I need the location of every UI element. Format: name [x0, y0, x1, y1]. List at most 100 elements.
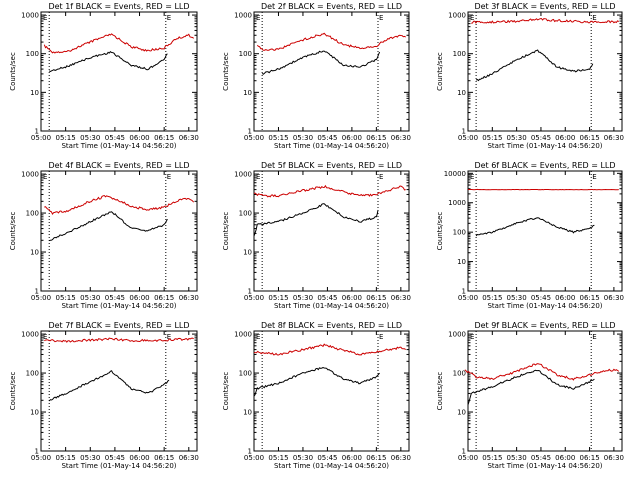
y-tick-label: 1: [248, 128, 252, 136]
x-tick-label: 06:30: [604, 134, 624, 142]
x-tick-label: 06:15: [366, 294, 386, 302]
x-tick-label: 05:00: [31, 294, 51, 302]
plot-frame: [253, 170, 410, 292]
y-tick-label: 1: [248, 448, 252, 456]
y-axis-label: Counts/sec: [436, 372, 444, 411]
x-tick-label: 06:30: [391, 294, 411, 302]
x-tick-label: 05:30: [80, 454, 100, 462]
x-tick-label: 05:15: [56, 294, 76, 302]
x-tick-label: 06:15: [579, 134, 599, 142]
y-tick-label: 1000: [234, 331, 252, 339]
corner-label: E: [43, 173, 47, 181]
x-tick-label: 06:00: [129, 454, 149, 462]
y-tick-label: 1000: [234, 171, 252, 179]
corner-label: E: [43, 14, 47, 22]
corner-label: E: [379, 173, 383, 181]
corner-label: E: [256, 173, 260, 181]
y-tick-label: 100: [26, 370, 39, 378]
panel-title: Det 2f BLACK = Events, RED = LLD: [261, 2, 402, 11]
y-tick-label: 100: [239, 370, 252, 378]
y-tick-label: 10: [30, 409, 39, 417]
corner-label: E: [470, 173, 474, 181]
corner-label: E: [592, 173, 596, 181]
x-tick-label: 06:00: [342, 454, 362, 462]
x-tick-label: 05:00: [31, 134, 51, 142]
y-tick-label: 1: [462, 448, 466, 456]
x-tick-label: 05:45: [317, 134, 337, 142]
x-tick-label: 06:30: [179, 134, 199, 142]
events-series-line: [48, 370, 170, 402]
x-tick-label: 06:15: [154, 134, 174, 142]
y-tick-label: 100: [239, 50, 252, 58]
corner-label: E: [43, 333, 47, 341]
y-tick-label: 1: [35, 288, 39, 296]
y-tick-label: 10: [457, 89, 466, 97]
x-tick-label: 05:00: [458, 134, 478, 142]
events-series-line: [475, 217, 595, 237]
x-axis-label: Start Time (01-May-14 04:56:20): [487, 462, 602, 470]
events-series-line: [261, 50, 381, 75]
x-axis-label: Start Time (01-May-14 04:56:20): [274, 302, 389, 310]
y-tick-label: 1000: [448, 12, 466, 20]
y-axis-label: Counts/sec: [436, 52, 444, 91]
corner-label: E: [379, 333, 383, 341]
events-series-line: [253, 366, 380, 397]
x-tick-label: 05:45: [317, 454, 337, 462]
x-tick-label: 06:15: [366, 134, 386, 142]
plot-frame: [467, 170, 623, 292]
x-tick-label: 05:00: [458, 294, 478, 302]
x-tick-label: 06:30: [604, 454, 624, 462]
y-tick-label: 1: [462, 288, 466, 296]
x-tick-label: 05:30: [293, 454, 313, 462]
x-axis-label: Start Time (01-May-14 04:56:20): [61, 302, 176, 310]
x-tick-label: 06:00: [129, 294, 149, 302]
plot-frame: [253, 11, 410, 132]
y-axis-label: Counts/sec: [9, 52, 17, 91]
lld-series-line: [253, 184, 406, 198]
y-tick-label: 100: [453, 370, 466, 378]
y-tick-label: 1000: [448, 331, 466, 339]
events-series-line: [467, 369, 595, 405]
y-tick-label: 1: [35, 128, 39, 136]
x-tick-label: 06:00: [129, 134, 149, 142]
x-tick-label: 05:30: [293, 134, 313, 142]
x-tick-label: 05:15: [482, 454, 502, 462]
corner-label: E: [167, 14, 171, 22]
lld-series-line: [471, 17, 620, 24]
panel-title: Det 1f BLACK = Events, RED = LLD: [48, 2, 189, 11]
lld-series-line: [256, 32, 406, 51]
y-tick-label: 10: [30, 249, 39, 257]
x-tick-label: 05:00: [31, 454, 51, 462]
y-tick-label: 1000: [448, 199, 466, 207]
x-tick-label: 05:30: [507, 454, 527, 462]
y-tick-label: 100: [453, 229, 466, 237]
corner-label: E: [379, 14, 383, 22]
panel-title: Det 7f BLACK = Events, RED = LLD: [48, 321, 189, 330]
x-axis-label: Start Time (01-May-14 04:56:20): [487, 302, 602, 310]
lld-series-line: [253, 343, 406, 356]
x-tick-label: 06:15: [579, 294, 599, 302]
y-axis-label: Counts/sec: [436, 212, 444, 251]
plot-frame: [40, 170, 198, 292]
y-axis-label: Counts/sec: [222, 52, 230, 91]
y-tick-label: 1000: [21, 171, 39, 179]
x-tick-label: 06:00: [555, 294, 575, 302]
y-tick-label: 10: [243, 249, 252, 257]
x-tick-label: 05:15: [56, 134, 76, 142]
x-tick-label: 05:00: [458, 454, 478, 462]
corner-label: E: [167, 333, 171, 341]
x-tick-label: 05:00: [244, 134, 264, 142]
corner-label: E: [592, 14, 596, 22]
x-tick-label: 05:15: [482, 294, 502, 302]
y-tick-label: 10: [457, 409, 466, 417]
y-tick-label: 100: [453, 50, 466, 58]
plot-frame: [40, 11, 198, 132]
lld-series-line: [44, 337, 194, 343]
lld-series-line: [464, 363, 620, 381]
lld-series-line: [43, 33, 194, 54]
x-tick-label: 05:45: [105, 294, 125, 302]
